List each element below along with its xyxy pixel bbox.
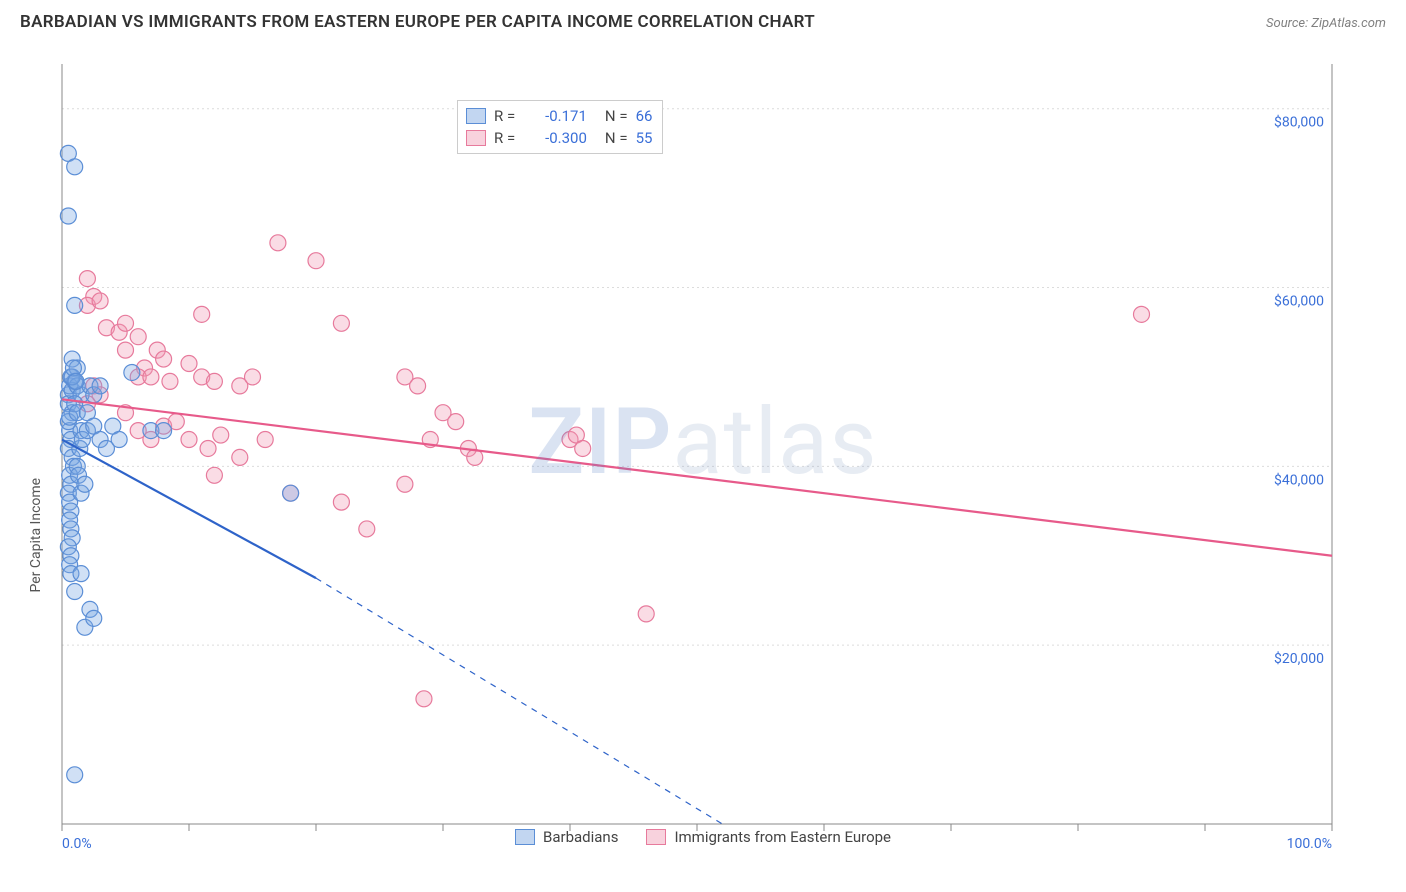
legend-swatch — [515, 829, 535, 845]
legend-label: Barbadians — [543, 828, 618, 846]
source-attribution: Source: ZipAtlas.com — [1266, 16, 1386, 31]
n-label: N = — [605, 127, 628, 149]
legend-swatch — [646, 829, 666, 845]
r-value: -0.300 — [527, 127, 587, 149]
r-label: R = — [494, 127, 519, 149]
chart-title: BARBADIAN VS IMMIGRANTS FROM EASTERN EUR… — [20, 12, 815, 32]
chart-container: $20,000$40,000$60,000$80,0000.0%100.0%Pe… — [20, 48, 1386, 848]
legend-swatch — [466, 130, 486, 146]
n-label: N = — [605, 105, 628, 127]
legend-swatch — [466, 108, 486, 124]
svg-text:Per Capita Income: Per Capita Income — [28, 478, 44, 593]
legend-item: Immigrants from Eastern Europe — [646, 828, 891, 846]
stats-legend-row: R = -0.171 N = 66 — [466, 105, 652, 127]
series-legend: Barbadians Immigrants from Eastern Europ… — [20, 828, 1386, 846]
n-value: 66 — [636, 105, 653, 127]
svg-text:$20,000: $20,000 — [1274, 650, 1324, 667]
svg-text:$40,000: $40,000 — [1274, 471, 1324, 488]
n-value: 55 — [636, 127, 653, 149]
stats-legend-row: R = -0.300 N = 55 — [466, 127, 652, 149]
scatter-chart-svg: $20,000$40,000$60,000$80,0000.0%100.0%Pe… — [20, 48, 1386, 848]
stats-legend: R = -0.171 N = 66 R = -0.300 N = 55 — [457, 100, 663, 154]
legend-item: Barbadians — [515, 828, 618, 846]
legend-label: Immigrants from Eastern Europe — [674, 828, 891, 846]
chart-header: BARBADIAN VS IMMIGRANTS FROM EASTERN EUR… — [0, 0, 1406, 36]
r-label: R = — [494, 105, 519, 127]
svg-text:$60,000: $60,000 — [1274, 293, 1324, 310]
r-value: -0.171 — [527, 105, 587, 127]
svg-text:$80,000: $80,000 — [1274, 114, 1324, 131]
